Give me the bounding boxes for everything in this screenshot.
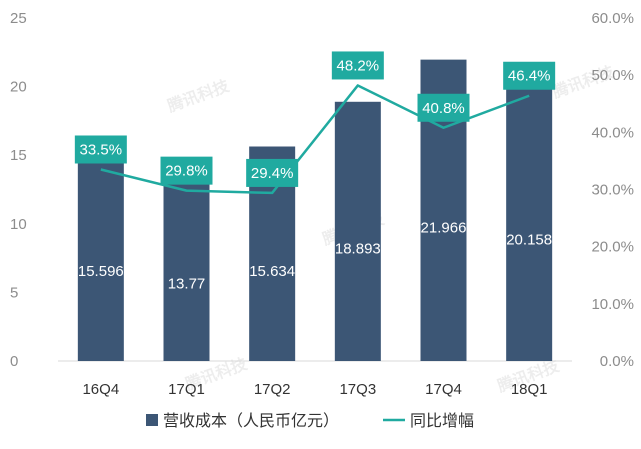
y-left-tick-label: 20 — [10, 79, 27, 96]
bar-value-label: 21.966 — [421, 219, 467, 236]
legend-swatch-square — [146, 414, 158, 426]
line-value-label: 48.2% — [337, 57, 380, 74]
x-tick-label: 17Q3 — [339, 381, 376, 398]
y-right-tick-label: 20.0% — [591, 239, 634, 256]
y-right-tick-label: 40.0% — [591, 124, 634, 141]
bar-value-label: 20.158 — [506, 232, 552, 249]
line-value-label: 40.8% — [422, 100, 465, 117]
x-tick-label: 16Q4 — [82, 381, 119, 398]
bar — [164, 172, 210, 361]
y-right-tick-label: 50.0% — [591, 67, 634, 84]
line-value-label: 29.4% — [251, 165, 294, 182]
bar-value-label: 18.893 — [335, 240, 381, 257]
line-value-label: 46.4% — [508, 68, 551, 85]
x-tick-label: 18Q1 — [511, 381, 548, 398]
line-value-label: 29.8% — [165, 163, 208, 180]
y-right-tick-label: 0.0% — [600, 353, 634, 370]
bar-series — [78, 60, 552, 361]
line-value-label: 33.5% — [80, 141, 123, 158]
y-right-tick-label: 60.0% — [591, 10, 634, 27]
legend: 营收成本（人民币亿元） 同比增幅 — [146, 412, 474, 430]
x-tick-label: 17Q4 — [425, 381, 462, 398]
y-right-tick-label: 10.0% — [591, 296, 634, 313]
y-left-tick-label: 15 — [10, 147, 27, 164]
bar-value-label: 15.596 — [78, 263, 124, 280]
y-right-tick-label: 30.0% — [591, 182, 634, 199]
bar-value-label: 13.77 — [168, 276, 206, 293]
y-left-tick-label: 10 — [10, 216, 27, 233]
y-left-tick-label: 5 — [10, 284, 18, 301]
legend-label: 营收成本（人民币亿元） — [163, 412, 339, 430]
bar — [78, 147, 124, 361]
bar — [335, 102, 381, 361]
y-left-tick-label: 0 — [10, 353, 18, 370]
watermark-text: 腾讯科技 — [165, 76, 233, 116]
x-tick-label: 17Q1 — [168, 381, 205, 398]
y-left-tick-label: 25 — [10, 10, 27, 27]
bar-data-labels: 15.596 13.77 15.634 18.893 21.966 20.158 — [78, 219, 552, 292]
line-data-labels: 33.5% 29.8% 29.4% 48.2% 40.8% 46.4% — [75, 51, 555, 186]
bar-value-label: 15.634 — [249, 263, 295, 280]
legend-label: 同比增幅 — [410, 412, 474, 430]
x-tick-label: 17Q2 — [254, 381, 291, 398]
bar — [506, 84, 552, 361]
